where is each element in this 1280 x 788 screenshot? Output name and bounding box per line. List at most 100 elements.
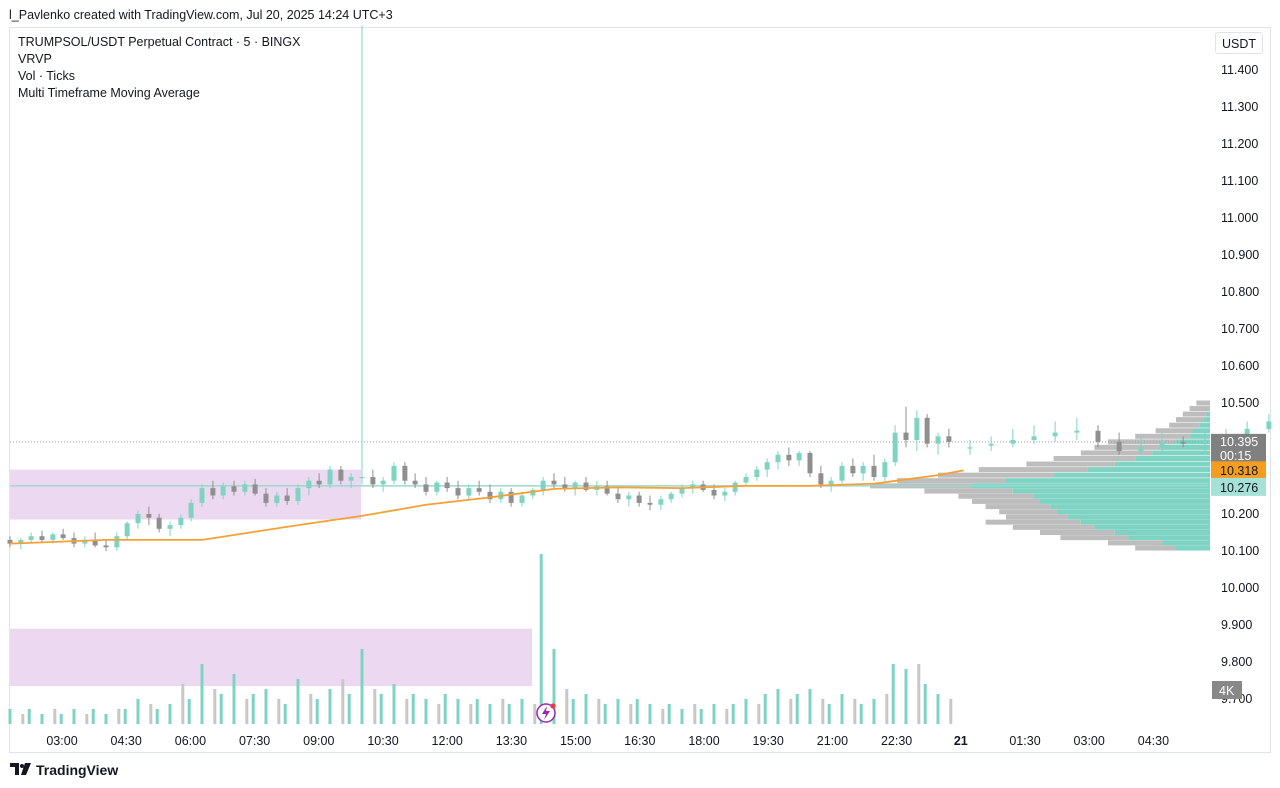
candle-body[interactable]	[1116, 441, 1122, 452]
candle-body[interactable]	[572, 482, 578, 489]
candle-body[interactable]	[583, 482, 589, 490]
candle-body[interactable]	[220, 486, 226, 496]
candle-body[interactable]	[210, 488, 216, 496]
candle-body[interactable]	[679, 488, 685, 494]
candle-body[interactable]	[156, 517, 162, 529]
candle-body[interactable]	[1159, 441, 1165, 448]
candle-body[interactable]	[7, 539, 13, 544]
candle-body[interactable]	[754, 469, 760, 477]
candle-body[interactable]	[1202, 441, 1208, 444]
candle-body[interactable]	[626, 495, 632, 500]
candle-body[interactable]	[604, 486, 610, 494]
candle-body[interactable]	[530, 489, 536, 496]
candle-body[interactable]	[1138, 447, 1144, 452]
candle-body[interactable]	[914, 417, 920, 440]
candle-body[interactable]	[711, 489, 717, 496]
candle-body[interactable]	[231, 486, 237, 492]
candle-body[interactable]	[818, 473, 824, 485]
candle-body[interactable]	[743, 477, 749, 483]
candle-body[interactable]	[60, 534, 66, 539]
candle-body[interactable]	[263, 493, 269, 503]
candle-body[interactable]	[519, 495, 525, 503]
candle-body[interactable]	[50, 534, 56, 540]
candle-body[interactable]	[476, 488, 482, 492]
candle-body[interactable]	[391, 465, 397, 481]
candle-body[interactable]	[903, 432, 909, 440]
candle-body[interactable]	[242, 484, 248, 492]
candle-body[interactable]	[124, 523, 130, 537]
candle-body[interactable]	[1095, 430, 1101, 442]
candle-body[interactable]	[967, 447, 973, 449]
candle-body[interactable]	[188, 502, 194, 518]
candle-body[interactable]	[946, 436, 952, 442]
candle-body[interactable]	[306, 480, 312, 489]
candle-body[interactable]	[722, 491, 728, 496]
candle-body[interactable]	[786, 454, 792, 461]
candle-body[interactable]	[1266, 421, 1272, 429]
candle-body[interactable]	[455, 488, 461, 496]
candle-body[interactable]	[562, 484, 568, 489]
candle-body[interactable]	[988, 443, 994, 446]
candle-body[interactable]	[103, 545, 109, 548]
candle-body[interactable]	[1244, 428, 1250, 437]
legend-volume[interactable]: Vol · Ticks	[18, 69, 75, 83]
tradingview-brand[interactable]: TradingView	[10, 762, 118, 778]
candle-body[interactable]	[487, 491, 493, 500]
candle-body[interactable]	[135, 514, 141, 524]
candle-body[interactable]	[850, 465, 856, 474]
candle-body[interactable]	[412, 480, 418, 485]
candle-body[interactable]	[1074, 430, 1080, 433]
candle-body[interactable]	[338, 469, 344, 481]
candle-body[interactable]	[92, 539, 98, 546]
candle-body[interactable]	[636, 495, 642, 503]
candle-body[interactable]	[615, 493, 621, 500]
candle-body[interactable]	[668, 493, 674, 500]
legend-symbol[interactable]: TRUMPSOL/USDT Perpetual Contract · 5 · B…	[18, 35, 301, 49]
candle-body[interactable]	[732, 482, 738, 492]
candle-body[interactable]	[167, 525, 173, 529]
candle-body[interactable]	[82, 539, 88, 544]
candle-body[interactable]	[380, 480, 386, 485]
candle-body[interactable]	[18, 539, 24, 544]
candle-body[interactable]	[775, 454, 781, 463]
candle-body[interactable]	[935, 436, 941, 444]
candle-body[interactable]	[892, 432, 898, 463]
candle-body[interactable]	[764, 462, 770, 470]
candle-body[interactable]	[146, 514, 152, 518]
candle-body[interactable]	[796, 452, 802, 461]
candle-body[interactable]	[690, 484, 696, 489]
legend-moving-average[interactable]: Multi Timeframe Moving Average	[18, 86, 200, 100]
candle-body[interactable]	[924, 417, 930, 444]
candle-body[interactable]	[658, 499, 664, 505]
candle-body[interactable]	[1031, 436, 1037, 440]
candle-body[interactable]	[370, 477, 376, 485]
candle-body[interactable]	[871, 465, 877, 477]
candle-body[interactable]	[274, 495, 280, 503]
candle-body[interactable]	[508, 491, 514, 503]
candle-body[interactable]	[316, 480, 322, 485]
candle-body[interactable]	[423, 484, 429, 492]
candle-body[interactable]	[1180, 441, 1186, 444]
candle-body[interactable]	[466, 488, 472, 496]
candle-body[interactable]	[551, 480, 557, 485]
candle-body[interactable]	[348, 477, 354, 481]
candle-body[interactable]	[882, 462, 888, 477]
candle-body[interactable]	[39, 536, 45, 540]
candle-body[interactable]	[839, 465, 845, 481]
candle-body[interactable]	[828, 480, 834, 485]
candle-body[interactable]	[647, 502, 653, 505]
candle-body[interactable]	[199, 488, 205, 503]
candle-body[interactable]	[28, 536, 34, 540]
candle-body[interactable]	[178, 517, 184, 526]
currency-button[interactable]: USDT	[1215, 32, 1263, 54]
candle-body[interactable]	[252, 484, 258, 494]
candle-body[interactable]	[434, 482, 440, 492]
candle-body[interactable]	[860, 465, 866, 474]
candle-body[interactable]	[295, 488, 301, 502]
candle-body[interactable]	[444, 482, 450, 489]
flash-icon[interactable]	[542, 706, 550, 720]
candle-body[interactable]	[807, 452, 813, 474]
candle-body[interactable]	[540, 480, 546, 490]
legend-vrvp[interactable]: VRVP	[18, 52, 52, 66]
